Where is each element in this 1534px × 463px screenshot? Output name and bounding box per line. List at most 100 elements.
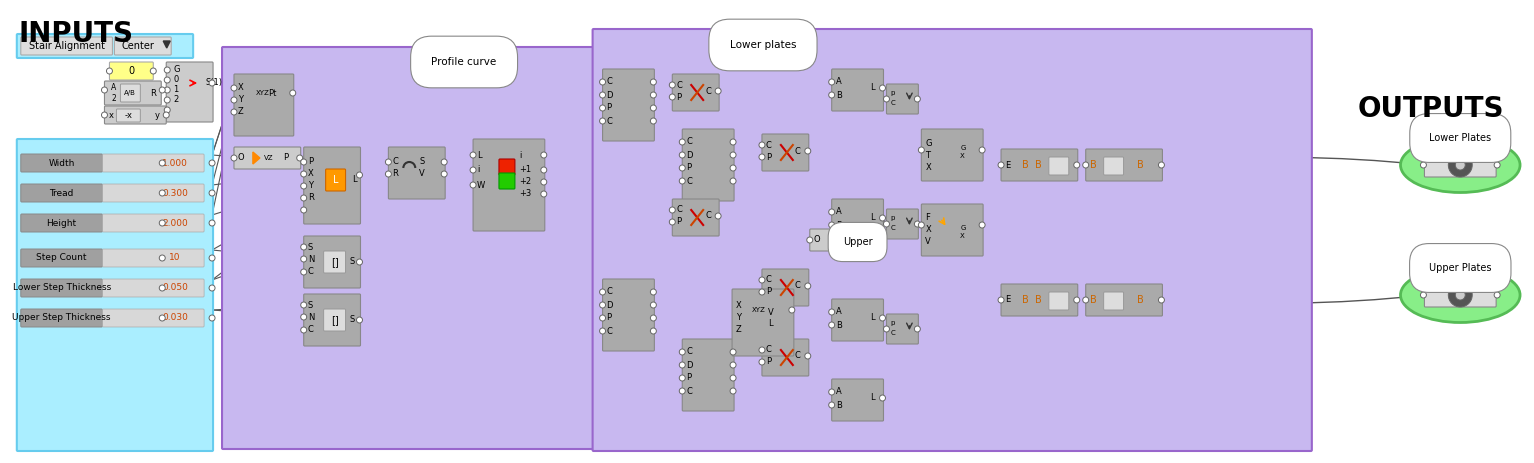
Text: 0: 0	[173, 75, 178, 85]
Circle shape	[828, 322, 834, 328]
Circle shape	[163, 112, 169, 118]
Text: B: B	[1022, 160, 1029, 170]
FancyArrowPatch shape	[881, 242, 999, 297]
Circle shape	[160, 160, 166, 166]
Circle shape	[680, 388, 686, 394]
Circle shape	[164, 67, 170, 73]
Text: B: B	[836, 320, 842, 330]
Circle shape	[160, 87, 166, 93]
Text: F: F	[925, 213, 930, 223]
Text: B: B	[1035, 160, 1042, 170]
Text: L: L	[477, 150, 482, 159]
Circle shape	[680, 349, 686, 355]
Circle shape	[730, 388, 736, 394]
Circle shape	[730, 178, 736, 184]
Text: D: D	[686, 150, 693, 159]
FancyBboxPatch shape	[115, 37, 172, 55]
FancyBboxPatch shape	[388, 147, 445, 199]
Text: P: P	[765, 357, 772, 367]
Circle shape	[884, 326, 890, 332]
Text: P: P	[282, 154, 288, 163]
Text: Y: Y	[238, 95, 242, 105]
Text: R: R	[393, 169, 399, 179]
Circle shape	[232, 109, 236, 115]
Circle shape	[600, 302, 606, 308]
Text: 10: 10	[169, 254, 181, 263]
Text: P: P	[676, 218, 681, 226]
Text: B: B	[1022, 295, 1029, 305]
Circle shape	[650, 289, 657, 295]
Text: C: C	[393, 157, 399, 167]
Circle shape	[669, 94, 675, 100]
Text: C: C	[686, 387, 692, 395]
Circle shape	[730, 362, 736, 368]
Text: x: x	[109, 111, 114, 119]
Circle shape	[469, 182, 476, 188]
Circle shape	[442, 159, 446, 165]
Circle shape	[1448, 283, 1473, 307]
Text: C: C	[676, 206, 683, 214]
FancyBboxPatch shape	[21, 309, 103, 327]
Circle shape	[759, 347, 765, 353]
Text: B: B	[836, 220, 842, 230]
Circle shape	[828, 209, 834, 215]
Text: C: C	[686, 348, 692, 357]
Text: C: C	[795, 351, 801, 361]
Text: P: P	[308, 157, 313, 167]
FancyBboxPatch shape	[603, 279, 655, 351]
Text: Y: Y	[736, 313, 741, 323]
Circle shape	[164, 87, 170, 93]
Text: G: G	[925, 138, 931, 148]
FancyBboxPatch shape	[762, 339, 808, 376]
FancyBboxPatch shape	[304, 236, 360, 288]
Circle shape	[106, 68, 112, 74]
FancyBboxPatch shape	[603, 69, 655, 141]
FancyBboxPatch shape	[1002, 149, 1078, 181]
FancyBboxPatch shape	[1425, 283, 1496, 307]
FancyBboxPatch shape	[117, 109, 140, 122]
Text: Lower plates: Lower plates	[730, 40, 796, 50]
Text: Width: Width	[49, 158, 75, 168]
Circle shape	[1494, 162, 1500, 168]
Text: 0: 0	[129, 66, 135, 76]
Text: X: X	[238, 83, 244, 93]
FancyBboxPatch shape	[104, 81, 161, 105]
Circle shape	[356, 259, 362, 265]
Text: C: C	[606, 77, 612, 87]
Circle shape	[164, 97, 170, 103]
Circle shape	[356, 172, 362, 178]
Circle shape	[759, 359, 765, 365]
Text: C: C	[795, 282, 801, 290]
FancyBboxPatch shape	[810, 229, 876, 251]
FancyBboxPatch shape	[887, 84, 919, 114]
FancyBboxPatch shape	[672, 199, 719, 236]
FancyBboxPatch shape	[1425, 153, 1496, 177]
Text: S: S	[350, 257, 356, 267]
FancyArrowPatch shape	[879, 164, 1000, 238]
Text: X: X	[960, 233, 965, 239]
Circle shape	[650, 79, 657, 85]
Text: E: E	[1005, 161, 1011, 169]
FancyBboxPatch shape	[21, 37, 112, 55]
FancyBboxPatch shape	[592, 29, 1312, 451]
Circle shape	[232, 155, 236, 161]
Circle shape	[873, 237, 879, 243]
FancyBboxPatch shape	[103, 309, 204, 327]
Circle shape	[680, 375, 686, 381]
Text: L: L	[870, 313, 874, 323]
Text: B: B	[836, 90, 842, 100]
Text: C: C	[890, 100, 896, 106]
Circle shape	[1420, 292, 1427, 298]
Text: Y: Y	[308, 181, 313, 190]
Circle shape	[805, 353, 811, 359]
Circle shape	[680, 165, 686, 171]
Text: B: B	[1089, 295, 1097, 305]
Circle shape	[759, 154, 765, 160]
Text: G: G	[960, 145, 965, 151]
Circle shape	[542, 191, 546, 197]
Text: C: C	[308, 268, 313, 276]
Circle shape	[1494, 292, 1500, 298]
Text: Lower Step Thickness: Lower Step Thickness	[12, 283, 110, 293]
Text: Z: Z	[238, 107, 244, 117]
Circle shape	[879, 215, 885, 221]
